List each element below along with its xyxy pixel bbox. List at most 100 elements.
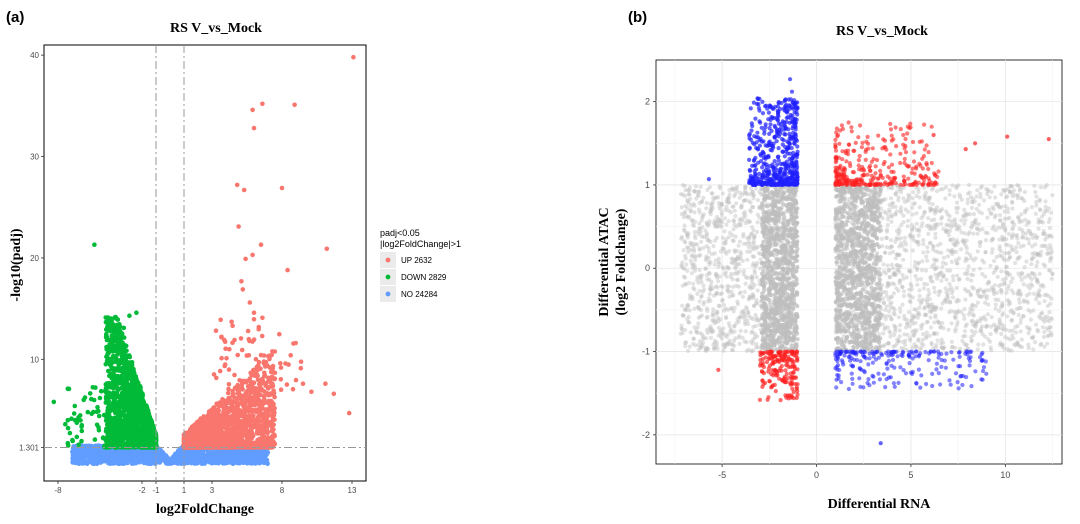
volcano-point-down bbox=[65, 386, 71, 392]
volcano-point-up bbox=[205, 427, 211, 432]
volcano-point-down bbox=[110, 344, 115, 350]
volcano-point-up bbox=[236, 224, 241, 229]
volcano-point-no bbox=[238, 457, 243, 463]
volcano-point-up bbox=[269, 408, 275, 414]
volcano-point-down bbox=[105, 420, 111, 426]
volcano-point-up bbox=[244, 428, 250, 433]
volcano-point-up bbox=[220, 412, 226, 418]
volcano-point-down bbox=[126, 416, 131, 422]
volcano-point-up bbox=[234, 182, 240, 188]
volcano-point-no bbox=[248, 460, 254, 466]
volcano-y-tick-label: 40 bbox=[30, 51, 39, 60]
volcano-point-down bbox=[72, 403, 78, 409]
volcano-point-up bbox=[218, 441, 223, 446]
volcano-point-up bbox=[245, 328, 251, 334]
volcano-point-down bbox=[136, 400, 142, 406]
volcano-point-up bbox=[258, 242, 264, 247]
volcano-point-up bbox=[226, 367, 232, 372]
volcano-point-down bbox=[144, 431, 150, 437]
volcano-point-down bbox=[140, 397, 145, 402]
volcano-point-up bbox=[272, 394, 277, 400]
volcano-point-up bbox=[254, 407, 259, 413]
volcano-point-down bbox=[123, 406, 129, 412]
legend-subtitle: |log2FoldChange|>1 bbox=[380, 239, 461, 249]
volcano-point-up bbox=[243, 256, 248, 262]
volcano-x-tick-label: 3 bbox=[210, 486, 215, 495]
volcano-point-down bbox=[96, 413, 102, 419]
volcano-point-up bbox=[235, 391, 241, 396]
volcano-point-up bbox=[193, 433, 198, 439]
volcano-point-up bbox=[267, 353, 273, 359]
volcano-point-no bbox=[223, 459, 229, 464]
volcano-point-down bbox=[76, 442, 81, 448]
volcano-point-up bbox=[351, 54, 356, 60]
volcano-point-up bbox=[188, 426, 193, 432]
volcano-point-down bbox=[103, 319, 109, 325]
volcano-point-up bbox=[250, 380, 256, 386]
volcano-point-down bbox=[141, 423, 146, 428]
volcano-point-down bbox=[104, 331, 109, 337]
volcano-point-up bbox=[225, 390, 231, 396]
volcano-point-no bbox=[165, 455, 170, 460]
volcano-point-up bbox=[214, 407, 219, 413]
volcano-point-up bbox=[247, 439, 252, 445]
volcano-point-down bbox=[120, 369, 125, 375]
volcano-point-down bbox=[114, 356, 119, 361]
volcano-point-down bbox=[129, 433, 134, 439]
volcano-point-up bbox=[203, 439, 208, 444]
volcano-point-no bbox=[195, 453, 201, 458]
volcano-point-down bbox=[117, 430, 123, 436]
volcano-point-up bbox=[256, 324, 262, 330]
volcano-point-up bbox=[238, 336, 244, 341]
volcano-point-down bbox=[93, 385, 98, 390]
volcano-point-up bbox=[279, 185, 285, 191]
volcano-point-up bbox=[213, 328, 219, 334]
volcano-point-no bbox=[243, 460, 248, 465]
volcano-y-label: -log10(padj) bbox=[9, 228, 24, 301]
volcano-point-up bbox=[251, 125, 257, 131]
volcano-point-up bbox=[247, 300, 253, 305]
volcano-point-down bbox=[129, 379, 135, 384]
volcano-point-up bbox=[250, 430, 255, 436]
volcano-point-up bbox=[263, 444, 268, 450]
volcano-x-label: log2FoldChange bbox=[156, 502, 254, 517]
volcano-point-no bbox=[89, 458, 95, 464]
volcano-point-up bbox=[265, 363, 270, 369]
volcano-point-up bbox=[232, 372, 237, 378]
volcano-point-up bbox=[218, 317, 223, 323]
volcano-point-up bbox=[227, 346, 232, 352]
volcano-x-tick-label: 8 bbox=[280, 486, 285, 495]
volcano-point-up bbox=[278, 361, 283, 366]
volcano-point-up bbox=[346, 410, 352, 416]
volcano-point-no bbox=[216, 454, 221, 460]
legend-label-down: DOWN 2829 bbox=[401, 273, 447, 282]
volcano-point-down bbox=[114, 390, 120, 395]
volcano-point-down bbox=[79, 428, 85, 434]
volcano-point-no bbox=[211, 451, 216, 457]
volcano-point-up bbox=[233, 443, 239, 448]
volcano-point-up bbox=[227, 429, 232, 435]
volcano-point-up bbox=[285, 267, 290, 273]
volcano-point-up bbox=[217, 368, 223, 374]
panel-b-letter: (b) bbox=[628, 9, 647, 26]
volcano-point-up bbox=[298, 365, 304, 371]
volcano-legend: padj<0.05 |log2FoldChange|>1 UP 2632 DOW… bbox=[380, 228, 461, 302]
volcano-point-up bbox=[261, 353, 267, 358]
volcano-point-up bbox=[255, 367, 261, 373]
volcano-point-down bbox=[125, 369, 130, 374]
volcano-point-up bbox=[230, 323, 235, 329]
volcano-point-down bbox=[135, 382, 141, 388]
volcano-point-up bbox=[226, 386, 231, 392]
volcano-point-no bbox=[131, 460, 136, 466]
volcano-point-down bbox=[116, 362, 122, 368]
volcano-point-up bbox=[225, 414, 230, 419]
volcano-point-no bbox=[225, 452, 231, 457]
volcano-point-up bbox=[272, 441, 278, 447]
volcano-point-up bbox=[236, 434, 241, 439]
volcano-point-down bbox=[113, 415, 118, 421]
volcano-point-up bbox=[278, 365, 284, 370]
volcano-point-no bbox=[197, 449, 203, 455]
volcano-point-up bbox=[239, 279, 244, 284]
